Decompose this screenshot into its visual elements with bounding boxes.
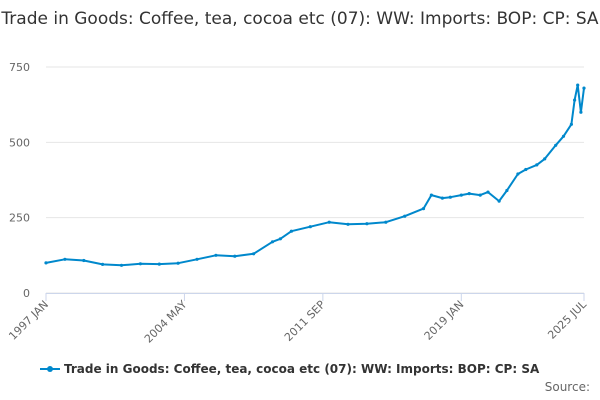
y-tick-label: 0 xyxy=(23,287,30,300)
series-layer xyxy=(44,83,586,267)
y-tick-label: 750 xyxy=(9,61,30,74)
data-point xyxy=(270,240,275,244)
data-point xyxy=(576,83,580,87)
data-point xyxy=(346,222,350,226)
data-point xyxy=(478,193,482,197)
x-axis-tick-labels: 1997 JAN 2004 MAY 2011 SEP 2019 JAN 2025 JUL xyxy=(6,293,590,346)
series-line xyxy=(45,84,585,267)
y-tick-label: 250 xyxy=(9,212,30,225)
source-label: Source: xyxy=(544,380,590,394)
data-point xyxy=(101,262,105,266)
data-point xyxy=(384,220,388,224)
grid-lines xyxy=(46,66,584,294)
data-point xyxy=(63,257,67,261)
data-point xyxy=(516,172,520,176)
legend[interactable]: Trade in Goods: Coffee, tea, cocoa etc (… xyxy=(40,362,539,376)
x-tick-label: 2004 MAY xyxy=(142,298,190,346)
data-point xyxy=(497,199,501,203)
data-point xyxy=(554,143,558,147)
data-point xyxy=(403,214,407,218)
x-tick-label: 2019 JAN xyxy=(422,298,467,343)
data-point xyxy=(573,98,577,102)
data-point xyxy=(365,222,369,226)
data-point xyxy=(119,263,124,267)
data-point xyxy=(214,253,218,257)
x-tick-label: 2011 SEP xyxy=(282,298,328,344)
data-point xyxy=(448,195,452,199)
data-point xyxy=(421,207,426,211)
data-point xyxy=(195,257,199,261)
y-tick-label: 500 xyxy=(9,136,30,149)
data-point xyxy=(524,167,528,172)
data-point xyxy=(535,163,539,167)
data-point xyxy=(289,229,293,233)
data-point xyxy=(579,110,583,114)
data-point xyxy=(486,190,490,194)
data-point xyxy=(569,122,574,126)
data-point xyxy=(505,188,509,193)
data-point xyxy=(233,254,237,258)
data-point xyxy=(467,192,471,196)
data-point xyxy=(308,225,312,229)
x-tick-label: 2025 JUL xyxy=(545,297,589,341)
data-point xyxy=(157,262,161,266)
chart-title: Trade in Goods: Coffee, tea, cocoa etc (… xyxy=(1,9,599,29)
x-tick-label: 1997 JAN xyxy=(6,298,51,343)
legend-marker xyxy=(40,364,60,374)
data-point xyxy=(44,261,48,265)
data-point xyxy=(176,261,180,265)
legend-item-label: Trade in Goods: Coffee, tea, cocoa etc (… xyxy=(64,362,540,376)
data-point xyxy=(138,262,142,266)
y-axis-tick-labels: 0 250 500 750 xyxy=(9,61,30,300)
data-point xyxy=(543,157,547,161)
data-point xyxy=(82,258,86,263)
data-point xyxy=(252,252,256,256)
data-point xyxy=(582,86,586,90)
data-point xyxy=(327,220,331,224)
data-point xyxy=(459,193,463,197)
data-point xyxy=(561,134,566,138)
data-point xyxy=(278,237,282,241)
data-point xyxy=(429,193,433,197)
data-point xyxy=(440,196,444,200)
